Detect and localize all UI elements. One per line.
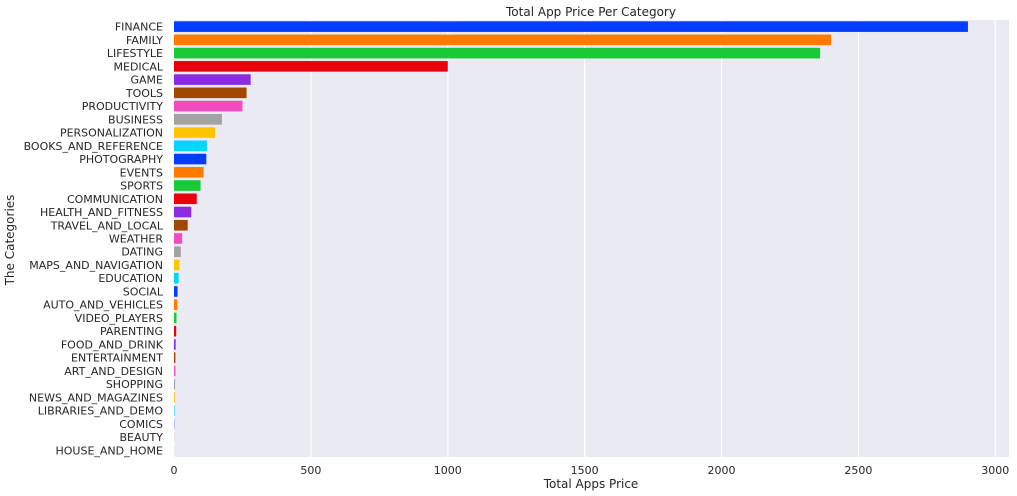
category-label: FOOD_AND_DRINK (61, 338, 164, 351)
category-label: VIDEO_PLAYERS (75, 312, 163, 325)
bar-maps-and-navigation (174, 259, 180, 271)
gridlines (173, 20, 996, 457)
category-label: ENTERTAINMENT (71, 352, 163, 365)
category-label: PERSONALIZATION (60, 127, 163, 140)
category-label: FAMILY (126, 34, 163, 47)
bar-health-and-fitness (174, 206, 192, 218)
category-label: LIFESTYLE (107, 47, 163, 60)
category-label: HEALTH_AND_FITNESS (40, 206, 163, 219)
category-label: PHOTOGRAPHY (79, 153, 163, 166)
category-label: AUTO_AND_VEHICLES (43, 299, 163, 312)
x-tick-label: 1500 (571, 464, 599, 477)
category-label: COMMUNICATION (67, 193, 163, 206)
bar-video-players (174, 312, 177, 324)
bar-libraries-and-demo (174, 405, 175, 416)
category-label: SOCIAL (123, 285, 164, 298)
category-label: EDUCATION (98, 272, 163, 285)
bar-medical (174, 61, 448, 72)
bar-auto-and-vehicles (174, 299, 178, 311)
y-axis-label: The Categories (3, 195, 17, 287)
bar-family (174, 34, 832, 46)
bar-parenting (174, 325, 177, 337)
x-tick-labels: 0 500 1000 1500 2000 2500 3000 (171, 464, 1010, 477)
category-label: WEATHER (109, 233, 163, 246)
bar-finance (174, 21, 968, 32)
bar-business (174, 114, 222, 125)
bar-books-and-reference (174, 140, 207, 152)
bar-art-and-design (174, 365, 176, 377)
bar-personalization (174, 127, 216, 138)
x-tick-label: 2500 (844, 464, 872, 477)
category-label: SPORTS (120, 180, 163, 193)
bar-entertainment (174, 352, 176, 363)
chart-title: Total App Price Per Category (505, 5, 676, 19)
category-label: PARENTING (100, 325, 163, 338)
bar-shopping (174, 378, 176, 390)
bars (174, 21, 968, 456)
x-tick-label: 2000 (708, 464, 736, 477)
bar-travel-and-local (174, 219, 188, 231)
category-label: COMICS (119, 418, 163, 431)
bar-game (174, 74, 251, 85)
plot-background (174, 20, 1009, 457)
category-label: EVENTS (120, 166, 163, 179)
category-label: HOUSE_AND_HOME (55, 444, 163, 457)
bar-lifestyle (174, 47, 821, 59)
category-label: BEAUTY (119, 431, 163, 444)
bar-social (174, 286, 178, 297)
bar-photography (174, 153, 207, 165)
bar-productivity (174, 100, 243, 112)
category-label: TRAVEL_AND_LOCAL (50, 219, 164, 232)
bar-tools (174, 87, 247, 99)
category-label: LIBRARIES_AND_DEMO (38, 405, 164, 418)
x-tick-label: 1000 (434, 464, 462, 477)
category-label: MAPS_AND_NAVIGATION (29, 259, 163, 272)
category-label: BUSINESS (108, 113, 163, 126)
bar-food-and-drink (174, 339, 176, 350)
category-label: BOOKS_AND_REFERENCE (24, 140, 163, 153)
category-label: TOOLS (125, 87, 163, 100)
bar-news-and-magazines (174, 392, 175, 403)
bar-education (174, 272, 179, 284)
x-tick-label: 0 (171, 464, 178, 477)
bar-dating (174, 246, 181, 258)
x-tick-label: 3000 (981, 464, 1009, 477)
x-tick-label: 500 (300, 464, 321, 477)
category-label: FINANCE (115, 21, 163, 34)
bar-events (174, 166, 204, 178)
bar-communication (174, 193, 197, 205)
category-label: PRODUCTIVITY (82, 100, 164, 113)
category-label: DATING (121, 246, 163, 259)
category-label: SHOPPING (106, 378, 163, 391)
category-label: GAME (131, 74, 164, 87)
x-axis-label: Total Apps Price (543, 477, 639, 491)
category-label: MEDICAL (114, 60, 164, 73)
category-label: NEWS_AND_MAGAZINES (29, 391, 163, 404)
bar-weather (174, 233, 183, 244)
category-labels: FINANCEFAMILYLIFESTYLEMEDICALGAMETOOLSPR… (24, 21, 164, 458)
category-label: ART_AND_DESIGN (64, 365, 163, 378)
bar-sports (174, 180, 201, 191)
